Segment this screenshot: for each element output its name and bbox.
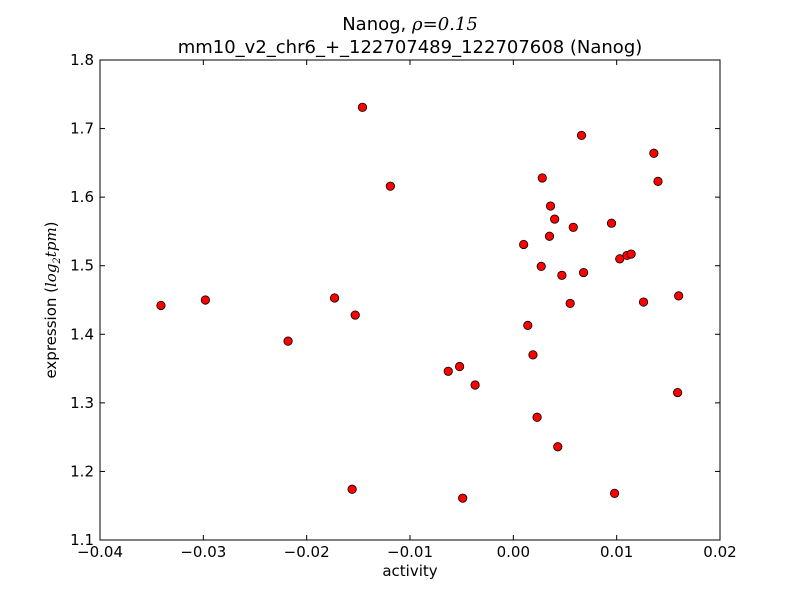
y-tick-label: 1.2 (70, 462, 94, 480)
y-axis-label-math: log (42, 264, 60, 287)
data-point (544, 231, 555, 241)
rho-value: =0.15 (423, 14, 478, 35)
data-point (458, 493, 468, 503)
data-points (156, 102, 684, 503)
data-point (156, 300, 166, 311)
y-tick-label: 1.6 (70, 188, 94, 206)
chart-subtitle: mm10_v2_chr6_+_122707489_122707608 (Nano… (178, 37, 643, 58)
y-tick-label: 1.8 (70, 51, 94, 69)
chart-title: Nanog, ρ=0.15 (342, 14, 478, 35)
y-axis-label-suffix: ) (42, 221, 60, 227)
data-point (357, 102, 368, 112)
data-point (565, 298, 575, 309)
data-point (283, 336, 293, 346)
data-point (532, 412, 542, 422)
x-tick-label: −0.02 (284, 543, 330, 561)
data-point (674, 291, 684, 301)
y-axis-label-prefix: expression ( (42, 287, 60, 379)
y-tick-label: 1.4 (70, 325, 94, 343)
y-tick-label: 1.3 (70, 394, 94, 412)
data-point (626, 249, 636, 259)
y-axis-label-subscript: 2 (52, 257, 63, 264)
data-point (443, 366, 453, 376)
data-point (653, 176, 663, 186)
data-point (649, 148, 659, 158)
x-tick-label: −0.01 (387, 543, 433, 561)
data-point (536, 261, 546, 271)
rho-symbol: ρ (411, 14, 423, 35)
data-point (329, 293, 340, 303)
data-point (553, 442, 563, 452)
y-tick-label: 1.1 (70, 531, 94, 549)
data-point (200, 295, 210, 305)
data-point (545, 201, 556, 211)
data-point (609, 488, 620, 498)
data-point (638, 297, 649, 307)
data-point (568, 222, 578, 232)
chart-title-prefix: Nanog, (342, 14, 412, 35)
data-point (454, 361, 465, 372)
data-point (673, 387, 683, 398)
data-point (528, 350, 538, 360)
data-point (537, 173, 547, 183)
data-point (519, 239, 529, 250)
x-tick-label: 0.02 (703, 543, 736, 561)
y-tick-label: 1.5 (70, 257, 94, 275)
x-axis-label: activity (382, 562, 437, 580)
data-point (606, 218, 617, 228)
axis-ticks (99, 59, 721, 541)
data-point (470, 380, 480, 390)
data-point (523, 320, 533, 330)
data-point (578, 267, 589, 278)
axis-tick-labels: −0.04 −0.03 −0.02 −0.01 0.00 0.01 0.02 1.1 1.2 1.… (70, 51, 737, 561)
plot-area (99, 59, 721, 541)
x-tick-label: 0.00 (497, 543, 530, 561)
data-point (350, 310, 360, 320)
x-tick-label: 0.01 (600, 543, 633, 561)
x-tick-label: −0.04 (77, 543, 123, 561)
data-point (550, 214, 560, 224)
y-axis-label: expression (log2tpm) (42, 221, 63, 378)
y-axis-label-math-rest: tpm (42, 227, 60, 257)
data-point (576, 130, 587, 141)
data-point (557, 270, 567, 280)
y-tick-label: 1.7 (70, 120, 94, 138)
data-point (385, 181, 395, 191)
x-tick-label: −0.03 (180, 543, 226, 561)
data-point (347, 484, 357, 494)
